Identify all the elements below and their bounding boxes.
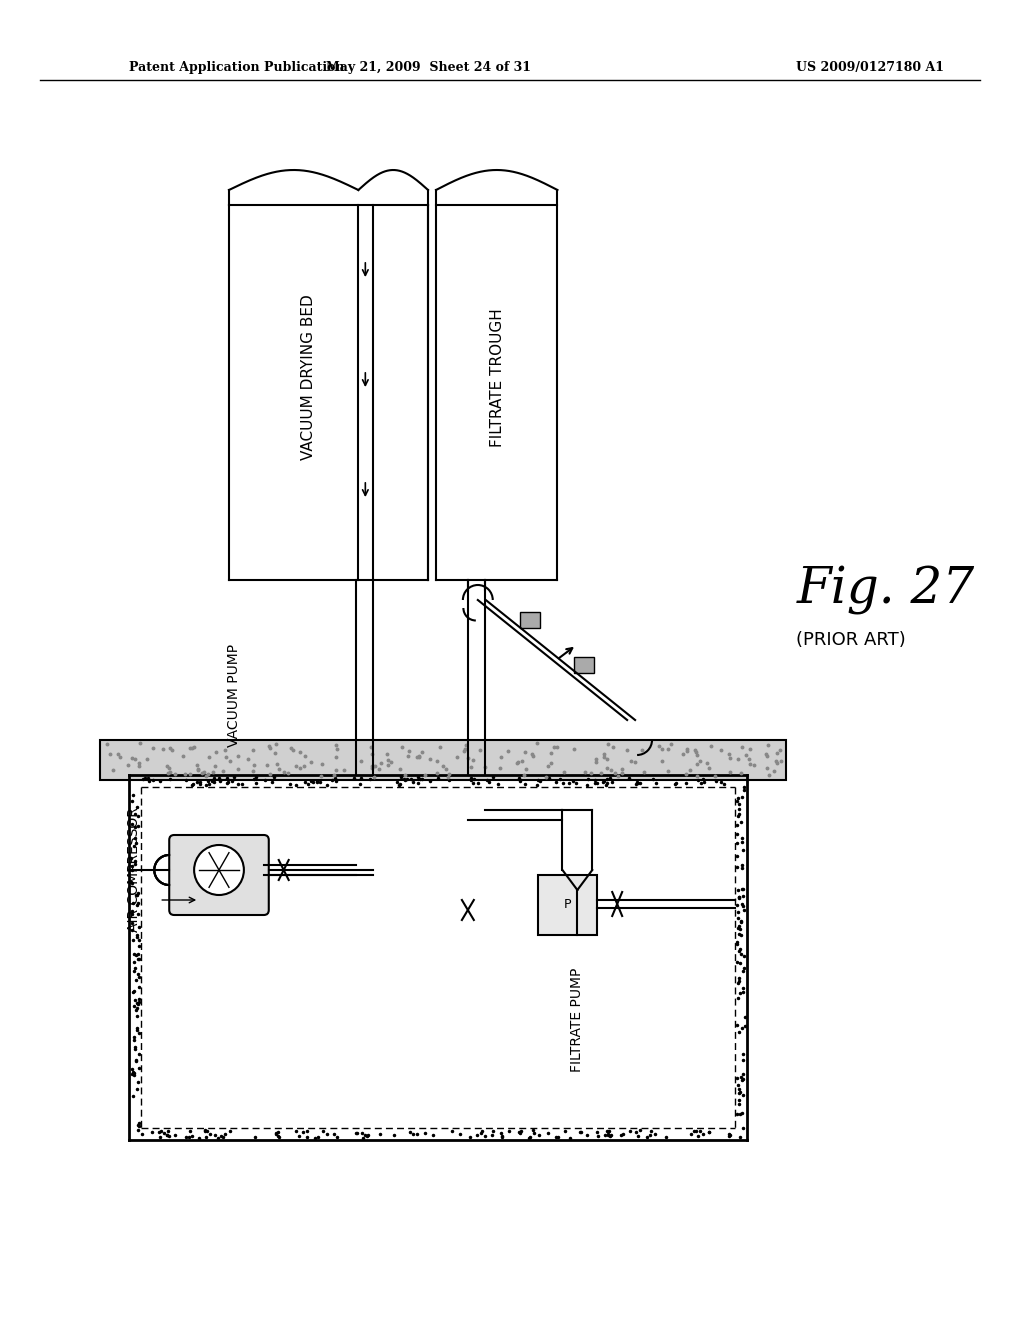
Text: Fig. 27: Fig. 27 [797, 565, 975, 615]
Circle shape [195, 845, 244, 895]
Text: US 2009/0127180 A1: US 2009/0127180 A1 [797, 62, 944, 74]
Text: (PRIOR ART): (PRIOR ART) [797, 631, 906, 649]
Text: VACUUM PUMP: VACUUM PUMP [227, 643, 241, 747]
Text: Patent Application Publication: Patent Application Publication [129, 62, 345, 74]
Text: P: P [563, 899, 571, 912]
Bar [519, 612, 540, 628]
Bar [538, 875, 597, 935]
Bar [574, 657, 594, 673]
Text: FILTRATE PUMP: FILTRATE PUMP [570, 968, 585, 1072]
Text: VACUUM DRYING BED: VACUUM DRYING BED [301, 294, 316, 461]
Text: May 21, 2009  Sheet 24 of 31: May 21, 2009 Sheet 24 of 31 [326, 62, 530, 74]
Text: AIR COMPRESSOR: AIR COMPRESSOR [127, 808, 141, 932]
Text: FILTRATE TROUGH: FILTRATE TROUGH [490, 308, 505, 447]
Bar [99, 741, 786, 780]
FancyBboxPatch shape [169, 836, 268, 915]
